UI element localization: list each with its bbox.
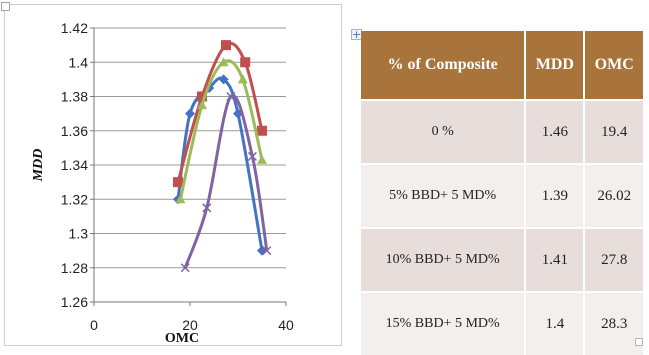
data-point-marker <box>257 154 267 164</box>
y-tick-label: 1.34 <box>61 157 88 173</box>
mdd-cell: 1.46 <box>526 99 586 163</box>
data-point-marker <box>237 74 248 84</box>
composite-cell: 5% BBD+ 5 MD% <box>361 163 527 227</box>
x-tick-label: 20 <box>182 317 198 333</box>
column-header-omc: OMC <box>585 31 643 99</box>
data-point-marker <box>257 125 267 136</box>
series-line-1 <box>176 76 264 251</box>
y-tick-label: 1.28 <box>61 260 88 276</box>
table-row: 0 % 1.46 19.4 <box>361 99 643 163</box>
data-point-marker <box>197 100 207 110</box>
composite-cell: 10% BBD+ 5 MD% <box>361 227 527 291</box>
resize-handle[interactable] <box>635 338 643 346</box>
table-row: 5% BBD+ 5 MD% 1.39 26.02 <box>361 163 643 227</box>
omc-cell: 26.02 <box>585 163 643 227</box>
composite-table: % of Composite MDD OMC 0 % 1.46 19.4 5% … <box>361 31 643 355</box>
data-point-marker <box>221 40 231 51</box>
column-header-composite: % of Composite <box>361 31 527 99</box>
column-header-mdd: MDD <box>526 31 586 99</box>
y-tick-label: 1.3 <box>69 226 89 242</box>
line-chart: 1.26 1.28 1.3 1.32 1.34 1.36 1.38 1.4 1.42 0 20 40 O… <box>31 20 294 345</box>
data-point-marker <box>226 91 236 102</box>
data-point-marker <box>218 57 229 67</box>
table-row: 15% BBD+ 5 MD% 1.4 28.3 <box>361 291 643 355</box>
data-point-marker <box>175 194 186 204</box>
y-axis-title: MDD <box>31 149 46 183</box>
y-tick-label: 1.36 <box>61 123 88 139</box>
mdd-cell: 1.39 <box>526 163 586 227</box>
x-axis-title: OMC <box>165 331 199 345</box>
chart-panel: 1.26 1.28 1.3 1.32 1.34 1.36 1.38 1.4 1.42 0 20 40 O… <box>4 4 342 346</box>
y-tick-label: 1.26 <box>61 294 88 310</box>
selection-handle[interactable] <box>1 2 10 11</box>
data-point-marker <box>247 151 257 161</box>
y-tick-label: 1.42 <box>61 20 88 36</box>
mdd-cell: 1.4 <box>526 291 586 355</box>
table-row: 10% BBD+ 5 MD% 1.41 27.8 <box>361 227 643 291</box>
mdd-cell: 1.41 <box>526 227 586 291</box>
data-point-marker <box>173 177 183 188</box>
omc-cell: 19.4 <box>585 99 643 163</box>
x-tick-label: 0 <box>90 317 98 333</box>
data-point-marker <box>262 246 272 256</box>
y-tick-label: 1.4 <box>69 54 89 70</box>
data-point-marker <box>185 108 195 119</box>
composite-cell: 0 % <box>361 99 527 163</box>
data-point-marker <box>197 91 207 102</box>
table-header-row: % of Composite MDD OMC <box>361 31 643 99</box>
data-point-marker <box>218 74 229 85</box>
y-tick-label: 1.32 <box>61 191 88 207</box>
omc-cell: 28.3 <box>585 291 643 355</box>
x-tick-label: 40 <box>278 317 294 333</box>
composite-cell: 15% BBD+ 5 MD% <box>361 291 527 355</box>
y-tick-label: 1.38 <box>61 89 88 105</box>
data-point-marker <box>240 57 251 68</box>
data-point-marker <box>202 203 212 213</box>
data-point-marker <box>180 263 190 273</box>
omc-cell: 27.8 <box>585 227 643 291</box>
